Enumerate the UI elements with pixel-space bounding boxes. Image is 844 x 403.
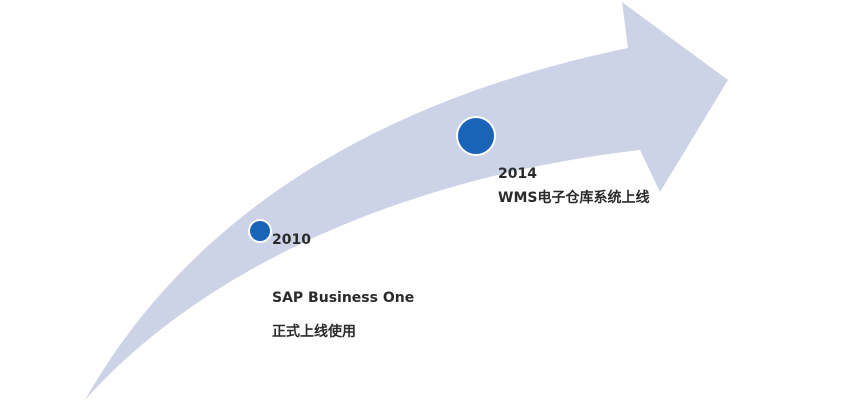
milestone-2010-title: SAP Business One: [272, 290, 415, 306]
milestone-2014-desc: WMS电子仓库系统上线: [498, 190, 650, 206]
milestone-dot-2014: [456, 116, 496, 156]
growth-arrow: [85, 2, 728, 400]
milestone-2014-year: 2014: [498, 166, 537, 182]
milestone-dot-2010: [248, 219, 272, 243]
milestone-2010-year: 2010: [272, 232, 311, 248]
milestone-2010-desc: 正式上线使用: [272, 324, 356, 340]
